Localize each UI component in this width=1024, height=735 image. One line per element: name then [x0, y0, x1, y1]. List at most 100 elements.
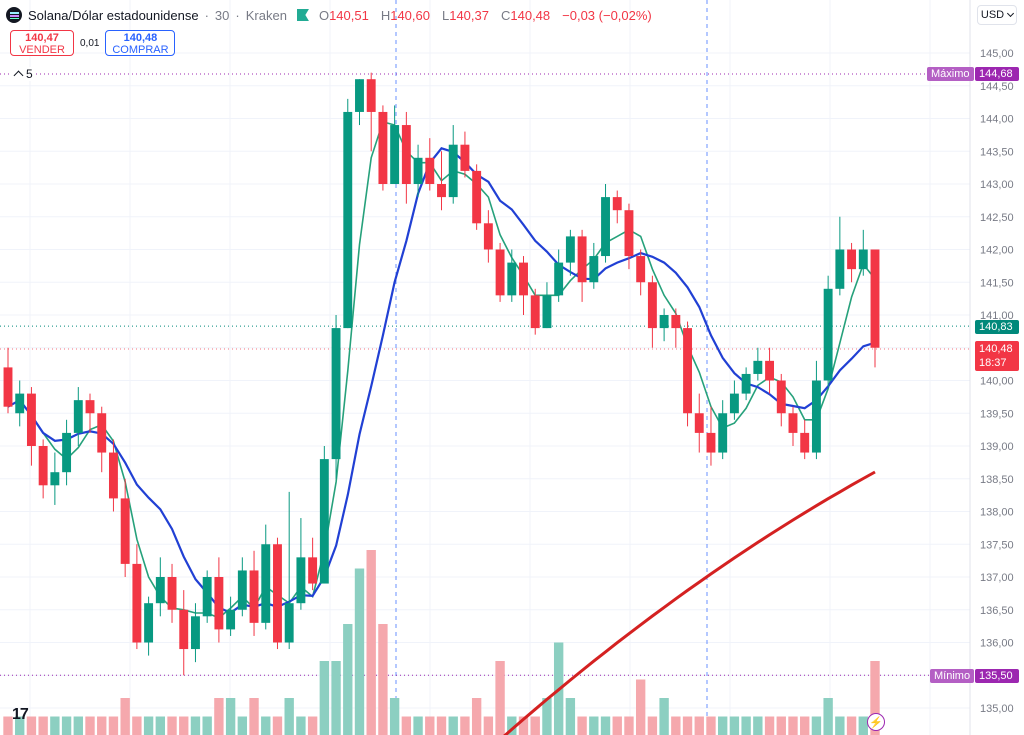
volume-bar [612, 716, 622, 735]
candle-body [647, 282, 657, 329]
ohlc-low: L140,37 [441, 7, 489, 23]
volume-bar [97, 716, 107, 735]
candle-body [671, 315, 681, 329]
volume-bar [179, 716, 189, 735]
currency-select[interactable]: USD [977, 5, 1017, 25]
candle-body [331, 328, 341, 460]
candle-body [343, 111, 353, 329]
volume-bar [389, 698, 400, 735]
volume-bar [846, 716, 857, 735]
y-tick-label: 138,00 [980, 507, 1014, 519]
volume-bar [718, 716, 728, 735]
volume-bar [249, 698, 259, 735]
candle-body [448, 144, 458, 198]
volume-bar [706, 716, 716, 735]
candle-body [483, 223, 493, 250]
last-price-tag: 140,48 18:37 [975, 341, 1019, 371]
volume-bar [764, 716, 775, 735]
candle-body [3, 367, 13, 407]
volume-bar [507, 716, 517, 735]
symbol-name[interactable]: Solana/Dólar estadounidense [28, 7, 199, 23]
candle-body [308, 557, 318, 584]
volume-bar [436, 716, 447, 735]
volume-bar [659, 698, 669, 735]
volume-bar [3, 716, 13, 735]
y-tick-label: 136,50 [980, 605, 1014, 617]
candle-body [554, 262, 564, 296]
y-tick-label: 143,00 [980, 179, 1014, 191]
y-tick-label: 139,00 [980, 441, 1014, 453]
flag-icon[interactable] [296, 9, 309, 21]
ohlc-close: C140,48 [500, 7, 551, 23]
volume-bar [835, 716, 845, 735]
y-tick-label: 137,50 [980, 539, 1014, 551]
volume-bar [788, 716, 798, 735]
candle-body [319, 459, 329, 584]
volume-bar [214, 698, 224, 735]
candle-body [835, 249, 845, 289]
candle-body [437, 184, 446, 198]
volume-bar [823, 698, 833, 735]
candle-body [237, 570, 247, 610]
exchange-label: Kraken [245, 7, 287, 23]
candle-body [858, 249, 868, 270]
candle-body [530, 295, 540, 329]
candle-body [202, 577, 212, 617]
y-tick-label: 144,00 [980, 114, 1014, 126]
volume-bar [85, 716, 95, 735]
candle-body [460, 144, 470, 171]
volume-bar [225, 698, 236, 735]
candle-body [390, 125, 400, 184]
volume-bar [776, 716, 786, 735]
bar-countdown: 18:37 [979, 357, 1007, 369]
sell-button[interactable]: 140,47 VENDER [10, 30, 74, 56]
volume-bar [600, 716, 611, 735]
chevron-up-icon [13, 70, 24, 81]
volume-bar [237, 716, 248, 735]
candle-body [132, 563, 142, 643]
volume-bar [682, 716, 693, 735]
y-tick-label: 142,50 [980, 212, 1014, 224]
volume-bar [741, 716, 751, 735]
candle-body [167, 577, 177, 610]
volume-bar [635, 679, 646, 735]
candle-body [108, 452, 118, 499]
volume-bar [413, 716, 423, 735]
y-tick-label: 143,50 [980, 146, 1014, 158]
candle-body [776, 380, 786, 414]
interval-label[interactable]: 30 [214, 7, 230, 23]
candle-body [179, 609, 189, 650]
candle-body [38, 446, 48, 486]
volume-bar [132, 716, 142, 735]
volume-bar [577, 716, 587, 735]
tradingview-logo-icon[interactable]: 17 [12, 706, 29, 723]
y-tick-label: 140,00 [980, 376, 1014, 388]
volume-bar [448, 716, 458, 735]
volume-bar [858, 716, 868, 735]
volume-bar [284, 698, 294, 735]
candle-body [788, 413, 798, 433]
ma-slow-line [503, 470, 876, 735]
trade-panel: 140,47 VENDER 0,01 140,48 COMPRAR [10, 30, 176, 56]
candle-body [85, 400, 95, 414]
buy-button[interactable]: 140,48 COMPRAR [105, 30, 176, 56]
volume-bar [518, 716, 529, 735]
volume-bar [108, 716, 119, 735]
volume-bar [366, 550, 376, 735]
y-tick-label: 142,00 [980, 245, 1014, 257]
volume-bar [495, 661, 505, 735]
candle-body [729, 393, 739, 414]
y-tick-label: 135,00 [980, 703, 1014, 715]
chevron-down-icon [1007, 9, 1015, 18]
volume-bar [671, 716, 681, 735]
y-tick-label: 141,00 [980, 310, 1014, 322]
lightning-icon[interactable]: ⚡ [867, 713, 885, 731]
candle-body [214, 577, 224, 630]
volume-bar [319, 661, 330, 735]
volume-bar [167, 716, 177, 735]
candle-body [718, 413, 728, 453]
indicators-toggle[interactable]: 5 [12, 67, 36, 81]
y-tick-label: 144,50 [980, 81, 1014, 93]
candle-body [741, 373, 751, 394]
